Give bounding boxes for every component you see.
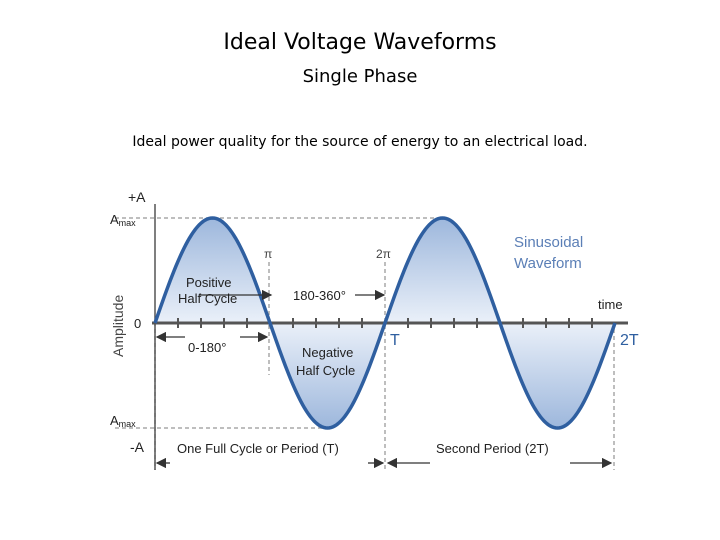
waveform-label-line2: Waveform <box>514 255 582 272</box>
negative-half-fill-1 <box>270 323 385 428</box>
range-180-360-label: 180-360° <box>293 288 346 303</box>
positive-half-fill-1 <box>155 218 270 323</box>
two-pi-label: 2π <box>376 247 391 261</box>
negative-half-label-line1: Negative <box>302 345 353 360</box>
negative-half-label-line2: Half Cycle <box>296 363 355 378</box>
slide-subtitle: Single Phase <box>302 66 418 87</box>
positive-half-fill-2 <box>385 218 500 323</box>
positive-half-label-line1: Positive <box>186 275 232 290</box>
waveform-label-line1: Sinusoidal <box>514 234 583 251</box>
second-period-label: Second Period (2T) <box>436 441 549 456</box>
slide-description: Ideal power quality for the source of en… <box>132 134 588 150</box>
amax-bottom-label: Amax <box>110 413 136 429</box>
slide-title: Ideal Voltage Waveforms <box>223 30 497 55</box>
t-label: T <box>390 332 400 349</box>
positive-half-label-line2: Half Cycle <box>178 291 237 306</box>
amax-top-label: Amax <box>110 212 136 228</box>
range-0-180-label: 0-180° <box>188 340 226 355</box>
pi-label: π <box>264 247 272 261</box>
sine-wave-curve <box>153 216 617 430</box>
plus-a-label: +A <box>128 189 146 205</box>
two-t-label: 2T <box>620 332 639 349</box>
zero-label: 0 <box>134 316 141 331</box>
minus-a-label: -A <box>130 439 145 455</box>
negative-half-fill-2 <box>500 323 615 428</box>
y-axis-title: Amplitude <box>110 295 126 357</box>
time-label: time <box>598 297 623 312</box>
full-cycle-label: One Full Cycle or Period (T) <box>177 441 339 456</box>
span-arrows <box>155 289 613 469</box>
x-axis-ticks <box>177 318 593 328</box>
